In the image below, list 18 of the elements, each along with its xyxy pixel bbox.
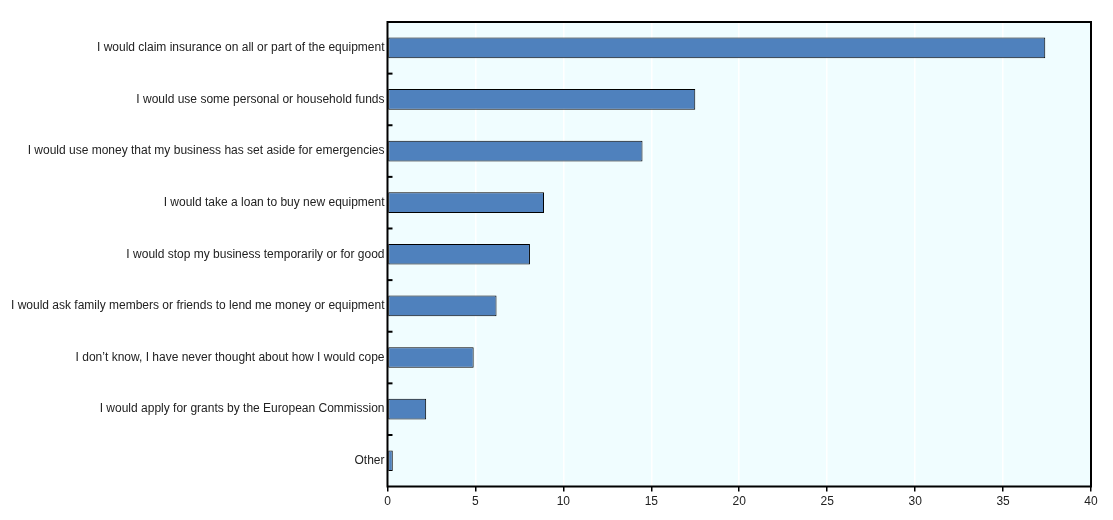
- x-tick-label: 40: [1084, 494, 1098, 509]
- x-tick-label: 0: [384, 494, 392, 509]
- y-tick-label: I don’t know, I have never thought about how I would cope: [75, 349, 385, 364]
- y-tick-label: I would stop my business temporarily or for good: [126, 246, 385, 261]
- x-tick-label: 15: [644, 494, 659, 509]
- y-tick-label: I would ask family members or friends to lend me money or equipment: [10, 298, 386, 313]
- y-tick-label: I would take a loan to buy new equipment: [163, 194, 386, 209]
- y-tick-label: I would claim insurance on all or part of the equipment: [96, 40, 386, 55]
- x-tick-label: 35: [996, 494, 1011, 509]
- y-tick-label: I would apply for grants by the European Commission: [99, 401, 385, 416]
- x-tick-label: 5: [472, 494, 480, 509]
- y-tick-label: I would use money that my business has set aside for emergencies: [27, 143, 385, 158]
- x-tick-label: 10: [556, 494, 571, 509]
- x-tick-label: 20: [732, 494, 747, 509]
- y-tick-label: I would use some personal or household funds: [136, 91, 385, 106]
- y-tick-label: Other: [354, 453, 385, 468]
- x-tick-label: 25: [820, 494, 835, 509]
- x-tick-label: 30: [908, 494, 923, 509]
